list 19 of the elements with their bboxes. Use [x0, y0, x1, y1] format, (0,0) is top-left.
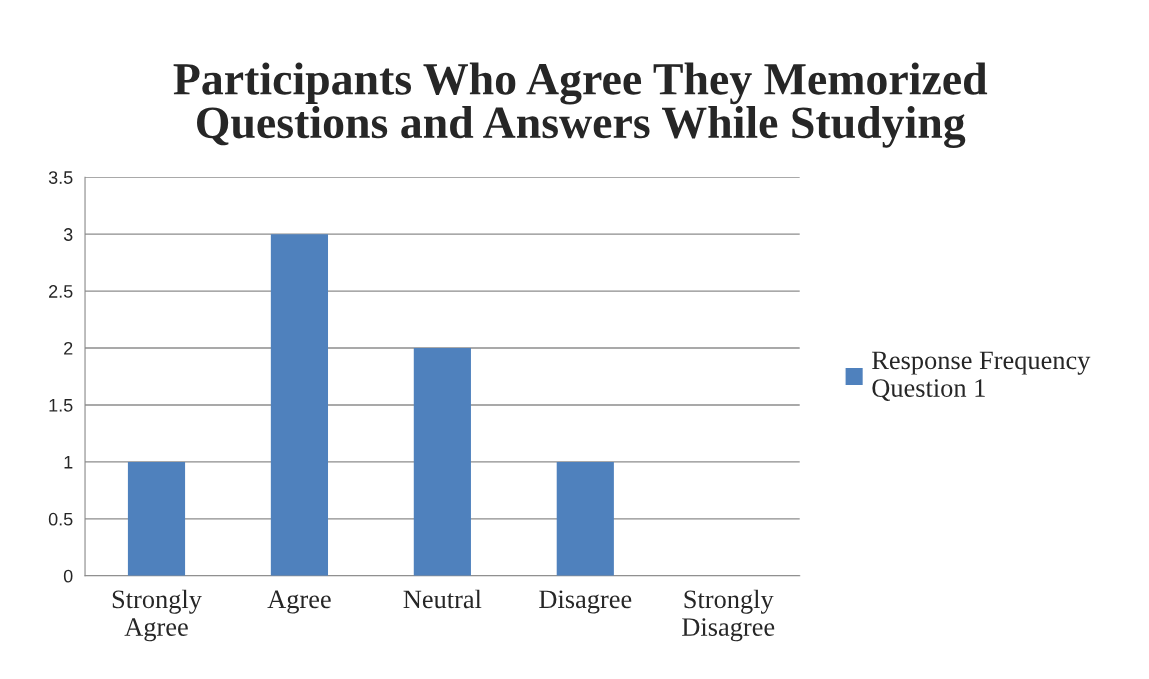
bar — [127, 461, 186, 576]
bar — [556, 461, 614, 576]
y-tick-label: 3.5 — [48, 171, 73, 184]
x-tick-label: Disagree — [539, 590, 632, 614]
x-tick-label: Agree — [267, 590, 331, 614]
x-tick-label: Neutral — [403, 589, 482, 609]
y-tick-label: 0 — [63, 569, 73, 583]
y-tick-label: 3 — [63, 228, 73, 241]
y-tick-label: 2.5 — [49, 285, 73, 298]
legend-label: Response Frequency Question 1 — [872, 351, 1091, 401]
y-tick-label: 1 — [64, 456, 73, 469]
chart-title: Participants Who Agree They Memorized Questions and Answers While Studying — [173, 62, 988, 148]
bar — [413, 348, 471, 576]
y-tick-label: 1.5 — [49, 399, 73, 412]
y-tick-label: 2 — [64, 341, 73, 355]
x-tick-label: Strongly Agree — [112, 589, 202, 642]
bar — [270, 234, 329, 576]
x-tick-label: Strongly Disagree — [682, 589, 775, 642]
y-tick-label: 0.5 — [48, 512, 73, 526]
